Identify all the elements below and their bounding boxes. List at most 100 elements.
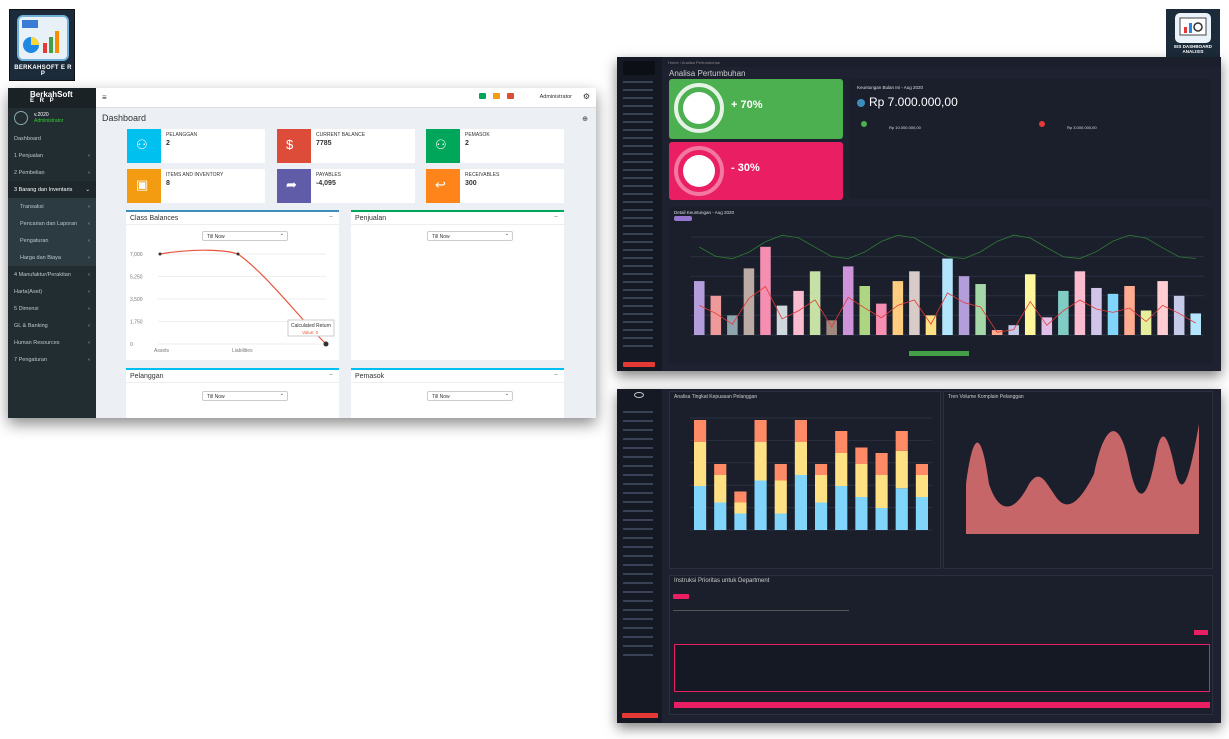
sidebar-menu-item[interactable] bbox=[623, 289, 653, 291]
sidebar-subitem-pencarian[interactable]: Pencarian dan Laporan ‹ bbox=[8, 215, 96, 232]
tile-items[interactable]: ▣ ITEMS AND INVENTORY 8 bbox=[127, 169, 265, 203]
minimize-icon[interactable]: − bbox=[553, 372, 558, 379]
minimize-icon[interactable]: − bbox=[553, 214, 558, 221]
sidebar-subitem-pengaturan[interactable]: Pengaturan ‹ bbox=[8, 232, 96, 249]
sidebar-item-dimensi[interactable]: 5 Dimensi ‹ bbox=[8, 300, 96, 317]
sidebar-menu-item[interactable] bbox=[623, 273, 653, 275]
sidebar-menu-item[interactable] bbox=[623, 483, 653, 485]
sidebar-menu-item[interactable] bbox=[623, 145, 653, 147]
tile-current-balance[interactable]: $ CURRENT BALANCE 7785 bbox=[277, 129, 415, 163]
sidebar-item-gl-banking[interactable]: GL & Banking ‹ bbox=[8, 317, 96, 334]
period-select[interactable]: Till Now bbox=[202, 391, 288, 401]
sidebar-menu-item[interactable] bbox=[623, 241, 653, 243]
sidebar-menu-item[interactable] bbox=[623, 510, 653, 512]
tile-payables[interactable]: ➦ PAYABLES -4,095 bbox=[277, 169, 415, 203]
submit-button[interactable] bbox=[674, 702, 1210, 708]
sidebar-menu-item[interactable] bbox=[623, 411, 653, 413]
tile-pelanggan[interactable]: ⚇ PELANGGAN 2 bbox=[127, 129, 265, 163]
sidebar-menu-item[interactable] bbox=[623, 121, 653, 123]
sidebar-item-pengaturan[interactable]: 7 Pengaturan ‹ bbox=[8, 351, 96, 368]
sidebar-menu-item[interactable] bbox=[623, 456, 653, 458]
tile-pemasok[interactable]: ⚇ PEMASOK 2 bbox=[426, 129, 564, 163]
sidebar-menu-item[interactable] bbox=[623, 474, 653, 476]
sidebar-menu-item[interactable] bbox=[623, 600, 653, 602]
sidebar-menu-item[interactable] bbox=[623, 573, 653, 575]
period-select[interactable]: Till Now bbox=[427, 231, 513, 241]
sidebar-menu-item[interactable] bbox=[623, 209, 653, 211]
sidebar-menu-item[interactable] bbox=[623, 321, 653, 323]
sidebar-item-barang[interactable]: 3 Barang dan Inventaris ⌄ bbox=[8, 181, 96, 198]
sidebar-menu-item[interactable] bbox=[623, 129, 653, 131]
sidebar-item-manufaktur[interactable]: 4 Manufaktur/Perakitan ‹ bbox=[8, 266, 96, 283]
sidebar-menu-item[interactable] bbox=[623, 645, 653, 647]
sidebar-menu-item[interactable] bbox=[623, 546, 653, 548]
sidebar-item-pembelian[interactable]: 2 Pembelian ‹ bbox=[8, 164, 96, 181]
sidebar-menu-item[interactable] bbox=[623, 305, 653, 307]
sidebar-menu-item[interactable] bbox=[623, 169, 653, 171]
sidebar-menu-item[interactable] bbox=[623, 185, 653, 187]
sidebar-menu-item[interactable] bbox=[623, 537, 653, 539]
sidebar-menu-item[interactable] bbox=[623, 233, 653, 235]
sidebar-menu-item[interactable] bbox=[623, 654, 653, 656]
messages-icon[interactable] bbox=[479, 93, 486, 99]
sidebar-menu-item[interactable] bbox=[623, 501, 653, 503]
sidebar-menu-item[interactable] bbox=[623, 627, 653, 629]
tasks-icon[interactable] bbox=[507, 93, 514, 99]
title-input[interactable] bbox=[673, 610, 849, 611]
sidebar-menu-item[interactable] bbox=[623, 249, 653, 251]
sidebar-item-harta[interactable]: Harta(Aset) ‹ bbox=[8, 283, 96, 300]
period-select[interactable]: Till Now bbox=[427, 391, 513, 401]
send-button[interactable] bbox=[1194, 630, 1208, 635]
sidebar-menu-item[interactable] bbox=[623, 193, 653, 195]
sidebar-item-dashboard[interactable]: Dashboard bbox=[8, 130, 96, 147]
sidebar-menu-item[interactable] bbox=[623, 217, 653, 219]
sidebar-subitem-transaksi[interactable]: Transaksi ‹ bbox=[8, 198, 96, 215]
menu-toggle-icon[interactable]: ≡ bbox=[102, 93, 107, 102]
logout-button[interactable] bbox=[623, 362, 655, 367]
filter-button[interactable] bbox=[674, 216, 692, 221]
sidebar-menu-item[interactable] bbox=[623, 161, 653, 163]
sidebar-menu-item[interactable] bbox=[623, 465, 653, 467]
sidebar-menu-item[interactable] bbox=[623, 636, 653, 638]
sidebar-menu-item[interactable] bbox=[623, 225, 653, 227]
sidebar-subitem-harga[interactable]: Harga dan Biaya ‹ bbox=[8, 249, 96, 266]
sidebar-menu-item[interactable] bbox=[623, 97, 653, 99]
sidebar-menu-item[interactable] bbox=[623, 609, 653, 611]
tile-receivables[interactable]: ↩ RECEIVABLES 300 bbox=[426, 169, 564, 203]
sidebar-menu-item[interactable] bbox=[623, 555, 653, 557]
sidebar-menu-item[interactable] bbox=[623, 438, 653, 440]
department-tab[interactable] bbox=[673, 594, 689, 599]
sidebar-menu-item[interactable] bbox=[623, 337, 653, 339]
sidebar-menu-item[interactable] bbox=[623, 429, 653, 431]
sidebar-menu-item[interactable] bbox=[623, 329, 653, 331]
add-widget-icon[interactable]: ⊕ bbox=[582, 116, 588, 123]
sidebar-menu-item[interactable] bbox=[623, 201, 653, 203]
sidebar-menu-item[interactable] bbox=[623, 591, 653, 593]
sidebar-menu-item[interactable] bbox=[623, 313, 653, 315]
sidebar-menu-item[interactable] bbox=[623, 257, 653, 259]
sidebar-item-penjualan[interactable]: 1 Penjualan ‹ bbox=[8, 147, 96, 164]
sidebar-menu-item[interactable] bbox=[623, 618, 653, 620]
sidebar-menu-item[interactable] bbox=[623, 420, 653, 422]
sidebar-menu-item[interactable] bbox=[623, 281, 653, 283]
sidebar-menu-item[interactable] bbox=[623, 137, 653, 139]
sidebar-menu-item[interactable] bbox=[623, 265, 653, 267]
minimize-icon[interactable]: − bbox=[328, 214, 333, 221]
erp-brand[interactable]: BerkahSoft E R P bbox=[8, 88, 96, 108]
period-select[interactable]: Till Now bbox=[202, 231, 288, 241]
sidebar-menu-item[interactable] bbox=[623, 105, 653, 107]
sidebar-menu-item[interactable] bbox=[623, 519, 653, 521]
sidebar-menu-item[interactable] bbox=[623, 113, 653, 115]
sidebar-menu-item[interactable] bbox=[623, 177, 653, 179]
sidebar-menu-item[interactable] bbox=[623, 297, 653, 299]
sidebar-menu-item[interactable] bbox=[623, 345, 653, 347]
notifications-icon[interactable] bbox=[493, 93, 500, 99]
sidebar-menu-item[interactable] bbox=[623, 528, 653, 530]
minimize-icon[interactable]: − bbox=[328, 372, 333, 379]
sidebar-menu-item[interactable] bbox=[623, 492, 653, 494]
message-editor[interactable] bbox=[674, 644, 1210, 692]
settings-gear-icon[interactable]: ⚙ bbox=[582, 92, 590, 101]
sidebar-menu-item[interactable] bbox=[623, 582, 653, 584]
sidebar-menu-item[interactable] bbox=[623, 447, 653, 449]
sidebar-menu-item[interactable] bbox=[623, 153, 653, 155]
